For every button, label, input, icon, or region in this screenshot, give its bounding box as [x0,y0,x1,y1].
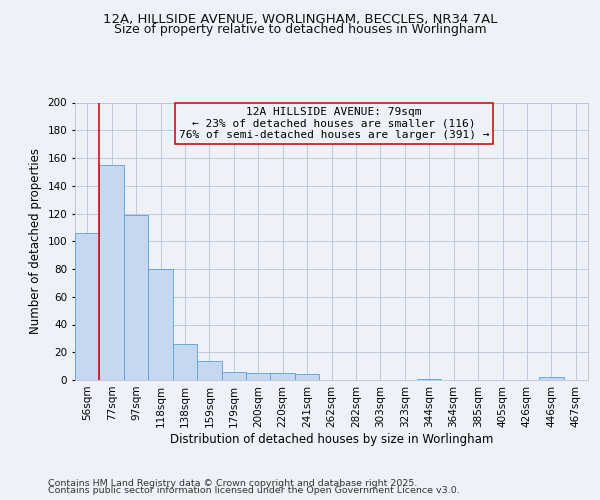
Bar [271,373,295,380]
Text: Contains HM Land Registry data © Crown copyright and database right 2025.: Contains HM Land Registry data © Crown c… [48,478,418,488]
Bar [417,378,442,380]
Text: Size of property relative to detached houses in Worlingham: Size of property relative to detached ho… [113,22,487,36]
Bar [124,215,148,380]
Text: 12A HILLSIDE AVENUE: 79sqm
← 23% of detached houses are smaller (116)
76% of sem: 12A HILLSIDE AVENUE: 79sqm ← 23% of deta… [179,106,490,140]
Bar [148,269,173,380]
Bar [246,373,271,380]
Text: Contains public sector information licensed under the Open Government Licence v3: Contains public sector information licen… [48,486,460,495]
Bar [100,165,124,380]
Bar [539,377,563,380]
X-axis label: Distribution of detached houses by size in Worlingham: Distribution of detached houses by size … [170,432,493,446]
Bar [173,344,197,380]
Bar [221,372,246,380]
Bar [75,233,100,380]
Y-axis label: Number of detached properties: Number of detached properties [29,148,42,334]
Bar [295,374,319,380]
Text: 12A, HILLSIDE AVENUE, WORLINGHAM, BECCLES, NR34 7AL: 12A, HILLSIDE AVENUE, WORLINGHAM, BECCLE… [103,12,497,26]
Bar [197,360,221,380]
